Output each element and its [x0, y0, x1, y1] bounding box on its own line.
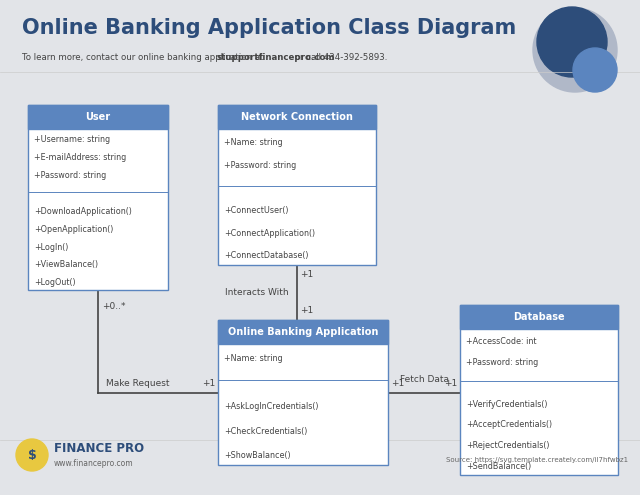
Text: +ConnectDatabase(): +ConnectDatabase() — [224, 251, 308, 260]
Text: +AskLogInCredentials(): +AskLogInCredentials() — [224, 402, 319, 411]
Text: +LogOut(): +LogOut() — [34, 278, 76, 287]
Text: +AccessCode: int: +AccessCode: int — [466, 337, 536, 346]
Text: +ConnectApplication(): +ConnectApplication() — [224, 229, 315, 238]
Text: +1: +1 — [300, 306, 313, 315]
Text: $: $ — [28, 448, 36, 461]
Text: +Password: string: +Password: string — [466, 358, 538, 367]
Text: +Name: string: +Name: string — [224, 354, 283, 363]
Text: Interacts With: Interacts With — [225, 288, 289, 297]
Text: +LogIn(): +LogIn() — [34, 243, 68, 251]
Text: +ShowBalance(): +ShowBalance() — [224, 451, 291, 460]
Text: +DownloadApplication(): +DownloadApplication() — [34, 207, 132, 216]
FancyBboxPatch shape — [218, 105, 376, 129]
Text: +1: +1 — [444, 380, 457, 389]
Circle shape — [16, 439, 48, 471]
Text: www.financepro.com: www.financepro.com — [54, 459, 134, 468]
Text: +AcceptCredentials(): +AcceptCredentials() — [466, 420, 552, 430]
Text: Online Banking Application Class Diagram: Online Banking Application Class Diagram — [22, 18, 516, 38]
Text: +CheckCredentials(): +CheckCredentials() — [224, 427, 307, 436]
Text: To learn more, contact our online banking application at: To learn more, contact our online bankin… — [22, 53, 266, 62]
FancyBboxPatch shape — [218, 320, 388, 465]
Text: Make Request: Make Request — [106, 379, 170, 388]
Text: or call 434-392-5893.: or call 434-392-5893. — [292, 53, 388, 62]
Text: +VerifyCredentials(): +VerifyCredentials() — [466, 399, 547, 408]
FancyBboxPatch shape — [218, 320, 388, 344]
Circle shape — [573, 48, 617, 92]
Text: +Password: string: +Password: string — [224, 161, 296, 170]
Text: Online Banking Application: Online Banking Application — [228, 327, 378, 337]
FancyBboxPatch shape — [218, 105, 376, 265]
Circle shape — [537, 7, 607, 77]
Text: FINANCE PRO: FINANCE PRO — [54, 442, 144, 454]
FancyBboxPatch shape — [460, 305, 618, 475]
Text: +SendBalance(): +SendBalance() — [466, 462, 531, 471]
Text: Network Connection: Network Connection — [241, 112, 353, 122]
Text: Source: https://svg.template.creately.com/il7hfwbz1: Source: https://svg.template.creately.co… — [446, 457, 628, 463]
Text: stupportfinancepro.com: stupportfinancepro.com — [217, 53, 335, 62]
Text: Fetch Data: Fetch Data — [399, 376, 449, 385]
Text: Database: Database — [513, 312, 565, 322]
Text: +Password: string: +Password: string — [34, 171, 106, 180]
Text: User: User — [85, 112, 111, 122]
Text: +RejectCredentials(): +RejectCredentials() — [466, 442, 550, 450]
Text: +ViewBalance(): +ViewBalance() — [34, 260, 98, 269]
Text: +0..*: +0..* — [102, 302, 125, 311]
Text: +E-mailAddress: string: +E-mailAddress: string — [34, 153, 126, 162]
FancyBboxPatch shape — [28, 105, 168, 129]
Text: +ConnectUser(): +ConnectUser() — [224, 206, 289, 215]
Text: +1: +1 — [300, 270, 313, 279]
Circle shape — [533, 8, 617, 92]
FancyBboxPatch shape — [28, 105, 168, 290]
Text: +Username: string: +Username: string — [34, 135, 110, 144]
Text: +1: +1 — [391, 380, 404, 389]
Text: +Name: string: +Name: string — [224, 138, 283, 147]
Text: +OpenApplication(): +OpenApplication() — [34, 225, 113, 234]
Text: +1: +1 — [202, 379, 215, 388]
FancyBboxPatch shape — [460, 305, 618, 329]
